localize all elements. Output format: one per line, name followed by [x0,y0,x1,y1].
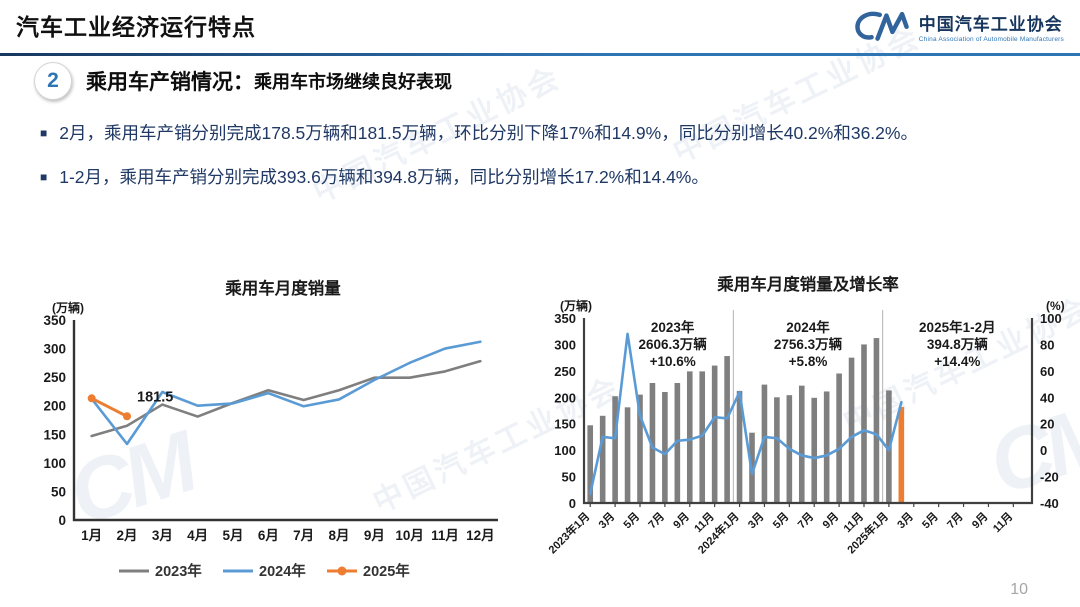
svg-text:0: 0 [1040,443,1047,458]
svg-text:60: 60 [1040,364,1054,379]
section-number-badge: 2 [34,62,72,100]
bullet-text: 2月，乘用车产销分别完成178.5万辆和181.5万辆，环比分别下降17%和14… [59,123,918,143]
svg-text:2023年: 2023年 [155,562,202,580]
svg-text:181.5: 181.5 [137,389,173,405]
svg-text:3月: 3月 [152,528,173,543]
svg-text:50: 50 [51,484,66,499]
svg-text:10月: 10月 [395,528,424,543]
svg-text:350: 350 [43,313,66,328]
svg-text:100: 100 [554,443,576,458]
svg-text:7月: 7月 [646,510,667,531]
svg-text:9月: 9月 [969,510,990,531]
svg-text:0: 0 [569,496,576,511]
svg-text:200: 200 [554,390,576,405]
combo-chart-svg: 乘用车月度销量及增长率(万辆) (%)050100150200250300350-… [545,274,1065,556]
bullet-square-icon: ■ [40,126,48,140]
svg-text:11月: 11月 [990,510,1015,535]
caam-logo-icon [855,11,909,41]
svg-text:(%): (%) [1046,299,1065,313]
svg-text:80: 80 [1040,337,1054,352]
svg-text:250: 250 [554,364,576,379]
svg-text:8月: 8月 [328,528,349,543]
svg-text:150: 150 [554,417,576,432]
page-title: 汽车工业经济运行特点 [16,14,256,40]
svg-text:6月: 6月 [258,528,279,543]
svg-text:2024年: 2024年 [786,319,830,335]
svg-text:乘用车月度销量: 乘用车月度销量 [224,278,341,298]
svg-text:2025年1-2月: 2025年1-2月 [919,319,996,335]
svg-text:350: 350 [554,311,576,326]
svg-text:5月: 5月 [222,528,243,543]
svg-text:9月: 9月 [671,510,692,531]
svg-text:2025年: 2025年 [363,562,410,580]
monthly-sales-growth-combo-chart: 乘用车月度销量及增长率 (万辆) (%) 0 50 100 150 200 250 300 350-… [532,268,1080,602]
svg-text:+5.8%: +5.8% [789,354,828,369]
svg-text:200: 200 [43,399,66,414]
svg-text:5月: 5月 [621,510,642,531]
svg-text:5月: 5月 [770,510,791,531]
svg-text:7月: 7月 [293,528,314,543]
bullet-item: ■ 2月，乘用车产销分别完成178.5万辆和181.5万辆，环比分别下降17%和… [40,118,1048,148]
svg-text:2023年: 2023年 [651,319,695,335]
svg-text:(万辆): (万辆) [560,298,592,313]
section-heading-row: 2 乘用车产销情况： 乘用车市场继续良好表现 [34,62,452,100]
svg-text:300: 300 [554,337,576,352]
svg-text:11月: 11月 [431,528,459,543]
svg-text:2月: 2月 [116,528,137,543]
svg-text:20: 20 [1040,417,1054,432]
section-subheading: 乘用车市场继续良好表现 [254,72,452,92]
bullet-item: ■ 1-2月，乘用车产销分别完成393.6万辆和394.8万辆，同比分别增长17… [40,162,1048,192]
svg-text:394.8万辆: 394.8万辆 [927,336,988,352]
svg-text:250: 250 [43,370,66,385]
svg-text:0: 0 [58,513,66,528]
svg-text:7月: 7月 [944,510,965,531]
org-name: 中国汽车工业协会 China Association of Automobile… [919,10,1064,43]
svg-text:-40: -40 [1040,496,1059,511]
svg-text:3月: 3月 [895,510,916,531]
monthly-sales-line-chart: 乘用车月度销量 (万辆) 0 50 100 150 200 250 300 350 1月 2月 3月 4月… [26,268,512,602]
section-heading: 乘用车产销情况： [86,71,254,94]
svg-text:3月: 3月 [745,510,766,531]
svg-text:2024年: 2024年 [259,562,306,580]
svg-text:40: 40 [1040,390,1054,405]
line-chart-svg: 乘用车月度销量 (万辆) 0 50 100 150 200 250 300 350 1月 2月 3月 4月… [43,278,498,580]
svg-text:4月: 4月 [187,528,208,543]
svg-text:+10.6%: +10.6% [650,354,696,369]
svg-text:150: 150 [43,427,66,442]
org-logo: 中国汽车工业协会 China Association of Automobile… [853,6,1064,46]
svg-text:1月: 1月 [81,528,102,543]
svg-text:5月: 5月 [919,510,940,531]
header-divider [0,53,1080,56]
svg-text:乘用车月度销量及增长率: 乘用车月度销量及增长率 [716,274,899,294]
svg-text:7月: 7月 [795,510,816,531]
svg-text:300: 300 [43,342,66,357]
svg-text:2756.3万辆: 2756.3万辆 [774,336,843,352]
bullet-square-icon: ■ [40,170,48,184]
svg-text:2023年1月: 2023年1月 [545,509,592,556]
org-name-cn: 中国汽车工业协会 [918,14,1063,34]
svg-text:9月: 9月 [364,528,385,543]
org-name-en: China Association of Automobile Manufact… [918,35,1064,43]
svg-text:(万辆): (万辆) [52,300,84,315]
svg-text:3月: 3月 [596,510,617,531]
bullet-list: ■ 2月，乘用车产销分别完成178.5万辆和181.5万辆，环比分别下降17%和… [40,118,1048,206]
svg-text:2606.3万辆: 2606.3万辆 [639,336,708,352]
svg-text:-20: -20 [1040,470,1059,485]
svg-text:12月: 12月 [466,528,495,543]
svg-text:+14.4%: +14.4% [934,354,980,369]
svg-text:100: 100 [43,456,66,471]
svg-text:9月: 9月 [820,510,841,531]
bullet-text: 1-2月，乘用车产销分别完成393.6万辆和394.8万辆，同比分别增长17.2… [59,167,709,187]
svg-text:100: 100 [1040,311,1062,326]
svg-text:50: 50 [562,470,576,485]
page-number: 10 [1010,581,1028,598]
